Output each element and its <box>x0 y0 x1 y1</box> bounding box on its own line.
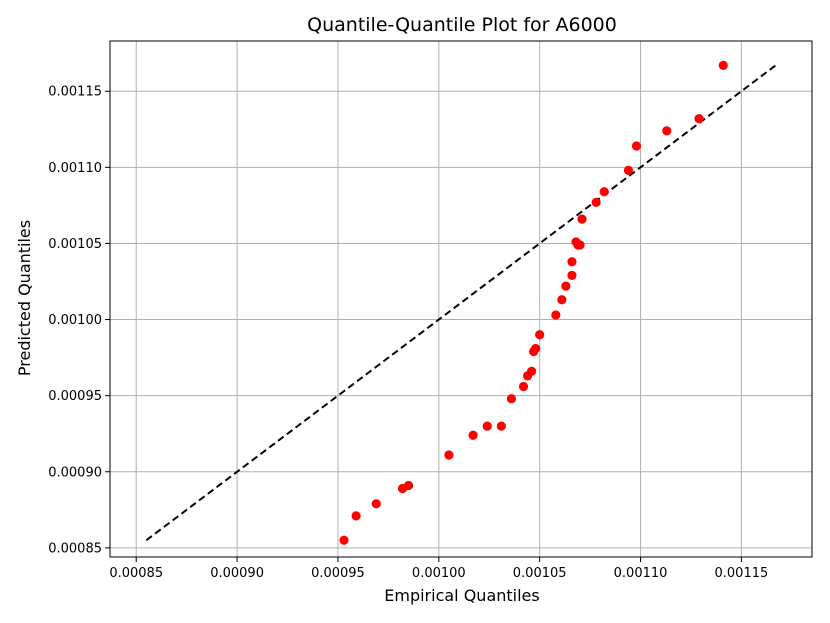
reference-line <box>145 63 779 542</box>
y-tick-label: 0.00085 <box>48 541 102 556</box>
data-point <box>567 257 577 267</box>
data-point <box>599 187 609 197</box>
data-point <box>591 197 601 207</box>
y-axis-label: Predicted Quantiles <box>15 220 34 376</box>
data-point <box>551 310 561 320</box>
data-point <box>577 214 587 224</box>
data-point <box>371 499 381 509</box>
data-point <box>351 511 361 521</box>
y-axis-ticks: 0.00085 0.00090 0.00095 0.00100 0.00105 0.001… <box>48 85 110 556</box>
data-point <box>623 165 634 175</box>
plot-area-frame <box>109 40 813 558</box>
data-point <box>468 430 478 440</box>
data-points <box>339 60 728 545</box>
data-point <box>496 421 506 431</box>
data-point <box>518 381 529 392</box>
chart-title: Quantile-Quantile Plot for A6000 <box>307 14 617 36</box>
data-point <box>531 343 541 354</box>
x-tick-label: 0.00115 <box>715 566 769 581</box>
x-tick-label: 0.00095 <box>311 566 365 581</box>
y-tick-label: 0.00105 <box>48 237 102 252</box>
y-tick-label: 0.00115 <box>48 85 102 100</box>
data-point <box>444 450 454 460</box>
y-tick-label: 0.00110 <box>48 161 102 176</box>
grid-lines <box>110 41 812 557</box>
data-point <box>557 295 567 305</box>
data-point <box>482 421 492 431</box>
data-point <box>506 394 517 404</box>
x-tick-label: 0.00085 <box>109 566 163 581</box>
y-tick-label: 0.00090 <box>48 465 102 480</box>
y-tick-label: 0.00100 <box>48 313 102 328</box>
data-point <box>575 240 585 250</box>
data-point <box>567 270 577 281</box>
y-tick-label: 0.00095 <box>48 389 102 404</box>
x-axis-label: Empirical Quantiles <box>384 586 539 605</box>
data-point <box>527 366 537 376</box>
data-point <box>403 480 414 491</box>
x-tick-label: 0.00105 <box>513 566 567 581</box>
data-point <box>535 330 545 340</box>
x-tick-label: 0.00110 <box>614 566 668 581</box>
x-tick-label: 0.00100 <box>412 566 466 581</box>
data-point <box>718 60 728 70</box>
data-point <box>662 126 672 136</box>
data-point <box>631 141 642 151</box>
data-point <box>339 535 349 545</box>
data-point <box>561 281 571 291</box>
reference-line-group <box>145 63 779 542</box>
data-point <box>694 114 704 124</box>
x-tick-label: 0.00090 <box>210 566 264 581</box>
x-axis-ticks: 0.00085 0.00090 0.00095 0.00100 0.00105 0.001… <box>109 557 768 581</box>
